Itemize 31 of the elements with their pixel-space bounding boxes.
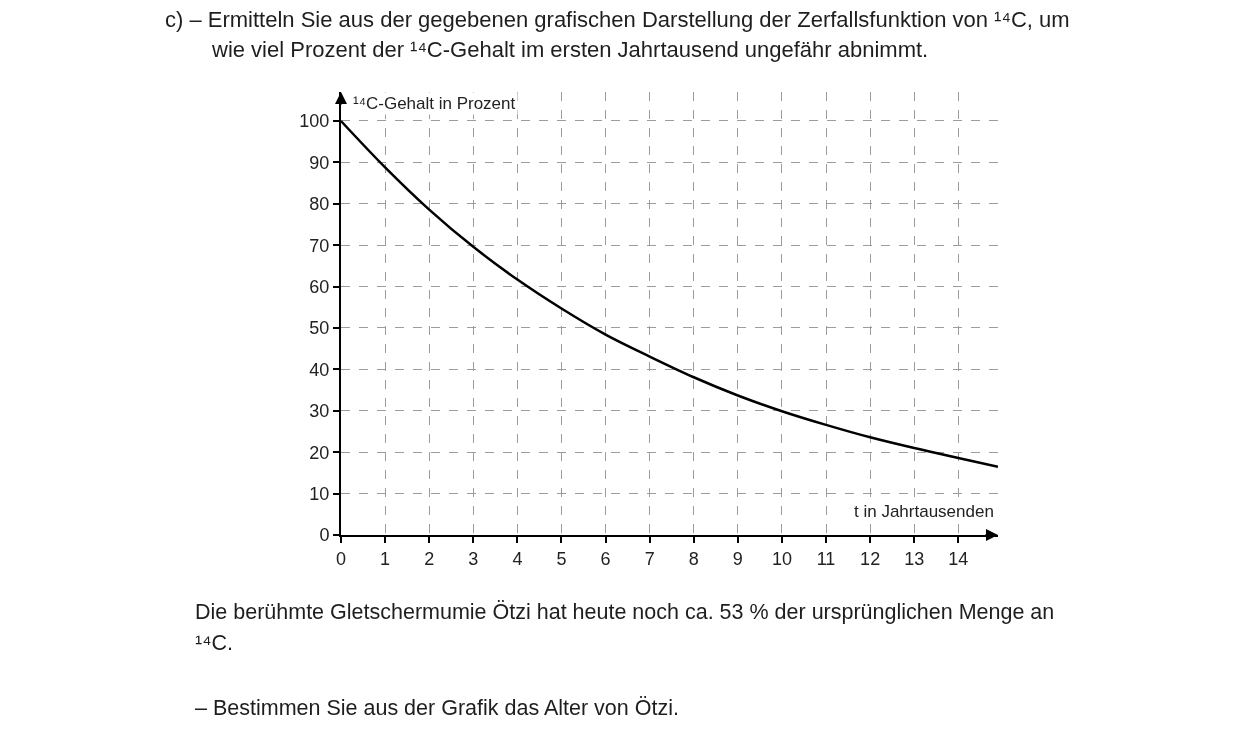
x-tick-label: 3: [468, 548, 479, 569]
y-tick-label: 80: [309, 194, 330, 215]
x-tick-label: 7: [644, 548, 655, 569]
y-tick-label: 20: [309, 442, 330, 463]
text: Die berühmte Gletschermumie Ötzi hat heute noch ca. 53 % der ursprünglichen Menge an ¹⁴C.: [195, 599, 1056, 657]
x-tick-label: 5: [556, 548, 567, 569]
y-tick-label: 40: [309, 359, 330, 380]
x-tick-label: 13: [904, 548, 925, 569]
x-tick-label: 9: [732, 548, 743, 569]
y-tick-label: 50: [309, 318, 330, 339]
y-tick-label: 0: [319, 525, 330, 546]
x-tick-label: 11: [816, 548, 836, 569]
y-axis-title: ¹⁴C-Gehalt in Prozent: [353, 94, 516, 113]
x-tick-label: 14: [948, 548, 969, 569]
y-tick-label: 30: [309, 401, 330, 422]
y-tick-label: 10: [309, 483, 330, 504]
x-tick-label: 6: [600, 548, 611, 569]
x-tick-label: 8: [688, 548, 699, 569]
x-tick-label: 2: [424, 548, 435, 569]
y-tick-label: 70: [309, 235, 330, 256]
chart-title: c) – Ermitteln Sie aus der gegebenen grafischen Darstellung der Zerfallsfunktion von ¹⁴C, um wie viel Prozent der ¹⁴C-Gehalt im ersten Jahrtausend ungefähr abnimmt.: [165, 6, 1071, 64]
y-tick-label: 100: [299, 111, 330, 132]
y-tick-label: 90: [309, 152, 330, 173]
x-tick-label: 12: [860, 548, 881, 569]
x-tick-label: 10: [771, 548, 792, 569]
x-tick-label: 1: [380, 548, 391, 569]
x-axis-title: t in Jahrtausenden: [854, 502, 994, 521]
x-tick-label: 0: [335, 548, 347, 569]
y-tick-label: 60: [309, 276, 330, 297]
x-tick-label: 4: [512, 548, 523, 569]
text: – Bestimmen Sie aus der Grafik das Alter von Ötzi.: [195, 695, 680, 722]
